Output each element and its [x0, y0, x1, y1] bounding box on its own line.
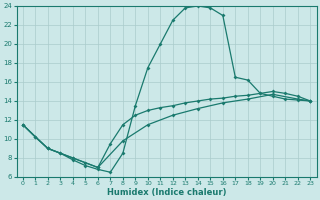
X-axis label: Humidex (Indice chaleur): Humidex (Indice chaleur) — [107, 188, 226, 197]
